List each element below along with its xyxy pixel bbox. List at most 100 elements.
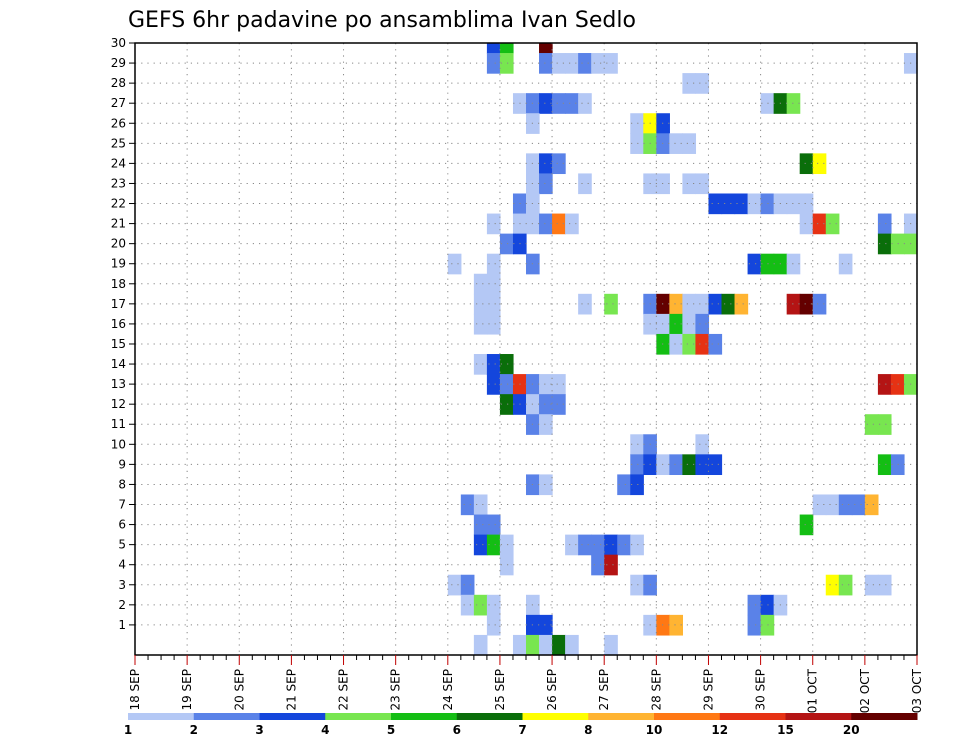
x-tick-label: 21 SEP xyxy=(284,669,298,711)
heatmap-cell xyxy=(747,193,762,215)
heatmap-cell xyxy=(786,293,801,315)
legend-label: 7 xyxy=(518,723,526,737)
heatmap-cell xyxy=(669,313,683,335)
heatmap-cell xyxy=(486,43,501,54)
heatmap-cell xyxy=(604,534,618,556)
heatmap-cell xyxy=(552,53,566,74)
heatmap-cell xyxy=(786,193,801,215)
y-tick-label: 29 xyxy=(111,56,126,70)
heatmap-cell xyxy=(486,514,501,536)
legend-label: 10 xyxy=(646,723,663,737)
heatmap-cell xyxy=(539,614,553,636)
heatmap-cell xyxy=(864,494,879,516)
heatmap-cell xyxy=(473,354,488,375)
heatmap-cell xyxy=(512,634,527,656)
heatmap-cell xyxy=(499,233,514,255)
heatmap-cell xyxy=(838,574,853,596)
y-tick-label: 14 xyxy=(111,357,126,371)
heatmap-cell xyxy=(447,574,462,596)
heatmap-cell xyxy=(539,394,553,415)
heatmap-cell xyxy=(630,434,644,455)
heatmap-cell xyxy=(539,374,553,395)
heatmap-cell xyxy=(604,554,618,576)
heatmap-cell xyxy=(799,153,814,175)
heatmap-cell xyxy=(799,293,814,315)
heatmap-cell xyxy=(486,534,501,556)
y-tick-label: 12 xyxy=(111,397,126,411)
legend-swatch xyxy=(259,713,326,720)
y-tick-label: 25 xyxy=(111,136,126,150)
y-tick-label: 17 xyxy=(111,297,126,311)
y-tick-label: 23 xyxy=(111,176,126,190)
legend-label: 2 xyxy=(190,723,198,737)
heatmap-cell xyxy=(747,253,762,275)
legend-label: 6 xyxy=(453,723,461,737)
heatmap-cell xyxy=(708,454,723,476)
legend-label: 8 xyxy=(584,723,592,737)
x-tick-label: 24 SEP xyxy=(441,669,455,711)
heatmap-cell xyxy=(552,93,566,114)
heatmap-cell xyxy=(539,43,553,54)
heatmap-cell xyxy=(682,454,697,476)
y-tick-label: 7 xyxy=(118,498,126,512)
heatmap-cell xyxy=(630,534,644,556)
heatmap-cell xyxy=(539,53,553,74)
legend-swatch xyxy=(851,713,918,720)
heatmap-cell xyxy=(552,634,566,656)
heatmap-cell xyxy=(565,213,579,235)
heatmap-cell xyxy=(460,594,475,616)
heatmap-cell xyxy=(499,43,514,54)
heatmap-cell xyxy=(669,293,683,315)
heatmap-cell xyxy=(617,534,631,556)
legend-swatch xyxy=(719,713,786,720)
heatmap-cell xyxy=(473,293,488,315)
heatmap-cell xyxy=(669,133,683,154)
heatmap-cell xyxy=(473,594,488,616)
y-tick-label: 20 xyxy=(111,237,126,251)
y-tick-label: 9 xyxy=(118,457,126,471)
heatmap-cell xyxy=(669,333,683,355)
heatmap-cell xyxy=(864,414,879,435)
heatmap-cell xyxy=(630,113,644,134)
heatmap-cell xyxy=(539,634,553,656)
heatmap-cell xyxy=(486,213,501,235)
heatmap-cell xyxy=(630,474,644,496)
heatmap-cell xyxy=(786,253,801,275)
heatmap-cell xyxy=(682,173,697,195)
heatmap-cell xyxy=(486,313,501,335)
grid-lines xyxy=(135,42,917,655)
heatmap-cell xyxy=(499,554,514,576)
heatmap-cell xyxy=(578,293,592,315)
heatmap-cell xyxy=(864,574,879,596)
heatmap-cell xyxy=(838,494,853,516)
heatmap-cell xyxy=(695,313,710,335)
y-tick-label: 10 xyxy=(111,437,126,451)
x-tick-label: 02 OCT xyxy=(858,668,872,713)
y-tick-label: 22 xyxy=(111,197,126,211)
heatmap-cell xyxy=(799,514,814,536)
heatmap-cell xyxy=(786,93,801,114)
heatmap-cell xyxy=(799,193,814,215)
heatmap-cell xyxy=(539,93,553,114)
y-tick-label: 13 xyxy=(111,377,126,391)
heatmap-cell xyxy=(578,173,592,195)
heatmap-cell xyxy=(473,313,488,335)
heatmap-cell xyxy=(486,253,501,275)
heatmap-cell xyxy=(565,634,579,656)
heatmap-cell xyxy=(526,634,540,656)
legend-label: 12 xyxy=(711,723,728,737)
heatmap-cell xyxy=(734,293,749,315)
y-tick-label: 16 xyxy=(111,317,126,331)
heatmap-cell xyxy=(473,514,488,536)
heatmap-cell xyxy=(877,374,892,395)
heatmap-cell xyxy=(721,193,736,215)
heatmap-cell xyxy=(695,73,710,94)
heatmap-cell xyxy=(447,253,462,275)
heatmap-cell xyxy=(578,53,592,74)
y-tick-label: 24 xyxy=(111,156,126,170)
heatmap-cell xyxy=(486,594,501,616)
legend-label: 20 xyxy=(843,723,860,737)
heatmap-cell xyxy=(552,374,566,395)
heatmap-cell xyxy=(682,293,697,315)
legend-label: 3 xyxy=(255,723,263,737)
